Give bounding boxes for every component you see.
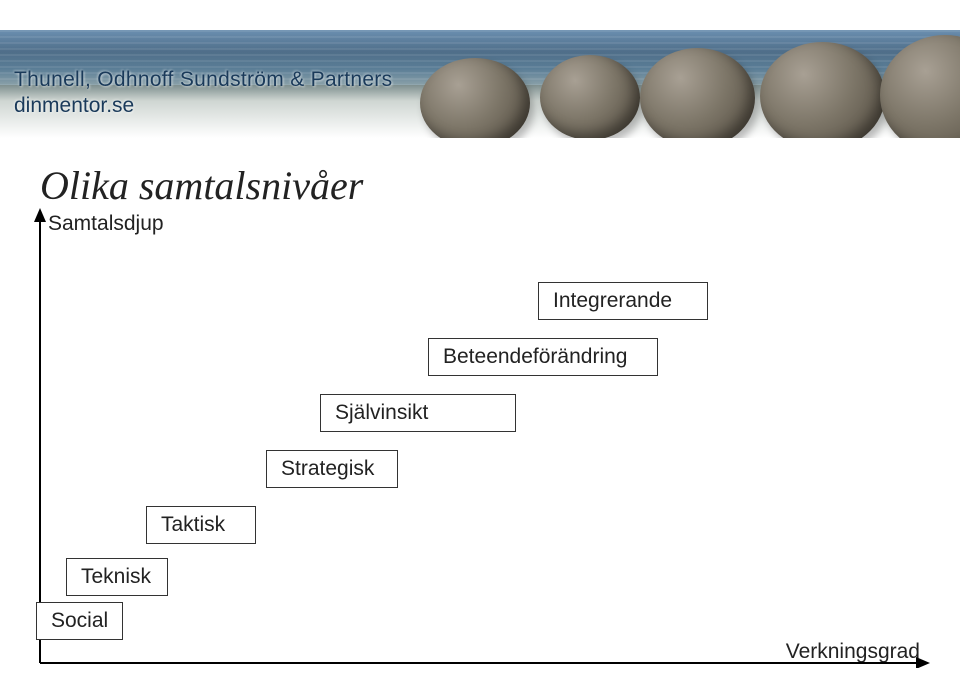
step-box: Integrerande [538, 282, 708, 320]
rock-icon [640, 48, 755, 138]
step-box: Taktisk [146, 506, 256, 544]
step-box: Social [36, 602, 123, 640]
header-banner: Thunell, Odhnoff Sundström & Partners di… [0, 0, 960, 138]
brand-subtitle: dinmentor.se [14, 94, 134, 118]
step-box: Teknisk [66, 558, 168, 596]
step-box: Självinsikt [320, 394, 516, 432]
step-box: Strategisk [266, 450, 398, 488]
axes [30, 208, 930, 668]
rock-icon [420, 58, 530, 138]
step-box: Beteendeförändring [428, 338, 658, 376]
rock-icon [540, 55, 640, 138]
brand-title: Thunell, Odhnoff Sundström & Partners [14, 68, 392, 92]
x-axis-label: Verkningsgrad [786, 640, 920, 664]
diagram-area: Olika samtalsnivåer Samtalsdjup Verkning… [0, 150, 960, 678]
diagram-title: Olika samtalsnivåer [40, 162, 363, 209]
y-axis-label: Samtalsdjup [48, 212, 164, 236]
